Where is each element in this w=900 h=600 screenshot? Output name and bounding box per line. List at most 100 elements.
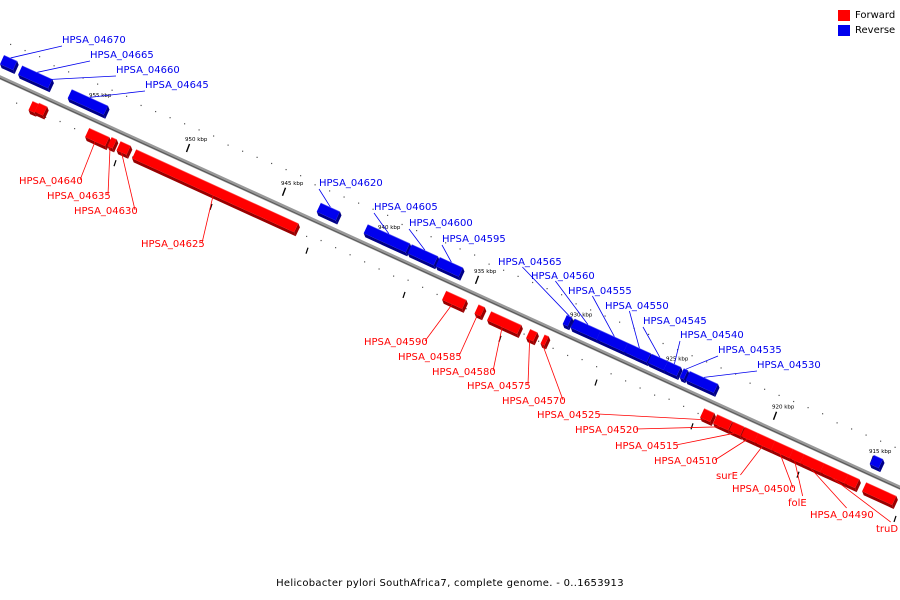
gene-block-highlight xyxy=(704,407,715,414)
track-dot xyxy=(169,117,171,119)
gene-label-hpsa-04530: HPSA_04530 xyxy=(757,360,821,371)
gene-block-highlight xyxy=(111,136,117,140)
gene-label-hpsa-04570: HPSA_04570 xyxy=(502,396,566,407)
gene-block-end xyxy=(892,495,898,509)
track-dot xyxy=(668,398,670,400)
gene-block-end xyxy=(544,336,551,350)
tick-mark xyxy=(474,275,480,285)
gene-blocks xyxy=(0,54,898,509)
gene-block-side xyxy=(132,158,296,237)
genome-caption: Helicobacter pylori SouthAfrica7, comple… xyxy=(276,578,624,589)
gene-block-face xyxy=(34,102,48,116)
gene-block-end xyxy=(710,412,716,426)
tick-label: 915 kbp xyxy=(869,449,892,455)
gene-block-hpsa-04595 xyxy=(435,256,465,281)
leader-line xyxy=(527,339,531,386)
gene-label-hpsa-04515: HPSA_04515 xyxy=(615,441,679,452)
track-dot xyxy=(691,355,693,357)
gene-block-highlight xyxy=(38,102,48,108)
minor-tick xyxy=(305,247,309,254)
minor-tick xyxy=(594,379,598,386)
gene-block-face xyxy=(869,454,883,469)
leader-line xyxy=(642,326,661,358)
leader-line xyxy=(592,295,615,337)
gene-block-side xyxy=(85,137,107,151)
gene-block xyxy=(34,102,49,120)
legend-item-reverse[interactable]: Reverse xyxy=(838,23,895,38)
legend-item-forward[interactable]: Forward xyxy=(838,8,895,23)
leader-line xyxy=(201,195,214,244)
gene-block-highlight xyxy=(848,473,860,480)
track-dot xyxy=(604,315,606,317)
gene-block xyxy=(869,454,885,473)
gene-block-hpsa-04490 xyxy=(800,453,826,477)
gene-block-side xyxy=(647,362,666,375)
track-dot xyxy=(546,288,548,290)
track-dot xyxy=(198,129,200,131)
leader-line xyxy=(794,460,804,497)
leader-line xyxy=(597,413,706,421)
gene-block xyxy=(844,473,861,493)
track-dot xyxy=(256,156,258,158)
gene-block-highlight xyxy=(89,127,110,138)
track-dot xyxy=(474,254,476,256)
track-dot xyxy=(459,248,461,250)
gene-block-side xyxy=(844,483,857,493)
gene-block-hpsa-04580 xyxy=(487,310,523,338)
gene-block-side xyxy=(0,64,15,74)
gene-labels: HPSA_04670 HPSA_04665 HPSA_04660 HPSA_04645… xyxy=(10,35,898,535)
track-dot xyxy=(329,190,331,192)
gene-block-highlight xyxy=(804,453,825,464)
gene-block-hpsa-04640 xyxy=(85,127,111,151)
leader-line xyxy=(685,355,719,370)
gene-block-end xyxy=(713,383,720,397)
track-dot xyxy=(387,214,389,216)
gene-block-hpsa-04645 xyxy=(67,88,110,119)
gene-block-highlight xyxy=(824,462,849,475)
track-dot xyxy=(372,208,374,210)
track-dot xyxy=(59,120,61,123)
tick-label: 935 kbp xyxy=(474,269,497,275)
gene-block-end xyxy=(517,324,523,338)
gene-block-side xyxy=(363,233,408,257)
track-dot xyxy=(639,387,641,389)
gene-block-side xyxy=(435,266,461,281)
gene-block-end xyxy=(462,299,468,313)
track-dot xyxy=(416,229,418,232)
gene-block-face xyxy=(316,202,340,221)
track-dot xyxy=(706,361,708,363)
track-dot xyxy=(517,275,519,277)
minor-tick xyxy=(893,515,897,523)
gene-block-face xyxy=(562,314,572,327)
leader-line xyxy=(408,228,426,251)
gene-block-highlight xyxy=(32,100,39,105)
gene-block-hpsa-04605 xyxy=(363,223,412,257)
track-dot xyxy=(349,254,351,256)
leader-line xyxy=(121,152,136,211)
leader-line xyxy=(675,432,735,446)
gene-block-face xyxy=(526,329,538,342)
gene-block-face xyxy=(820,463,849,484)
track-dot xyxy=(662,342,664,345)
gene-block-side xyxy=(729,430,742,440)
gene-block-face xyxy=(85,127,110,147)
gene-block-side xyxy=(442,299,464,313)
track-dot xyxy=(596,366,598,368)
gene-block-highlight xyxy=(439,256,464,269)
leader-line xyxy=(831,477,891,523)
track-dot xyxy=(358,202,360,204)
track-dot xyxy=(552,347,554,349)
gene-label-hpsa-04565: HPSA_04565 xyxy=(498,257,562,268)
leader-line xyxy=(629,310,640,349)
gene-block-face xyxy=(771,440,794,458)
track-dot xyxy=(488,263,490,265)
track-dot xyxy=(523,333,525,335)
minor-tick xyxy=(113,159,117,167)
track-dot xyxy=(314,184,316,186)
leader-line xyxy=(542,344,564,401)
gene-block-highlight xyxy=(733,421,745,428)
leader-line xyxy=(809,467,847,509)
track-dot xyxy=(793,400,795,403)
gene-block-end xyxy=(458,267,465,281)
gene-block-hpsa-04670 xyxy=(0,54,19,74)
